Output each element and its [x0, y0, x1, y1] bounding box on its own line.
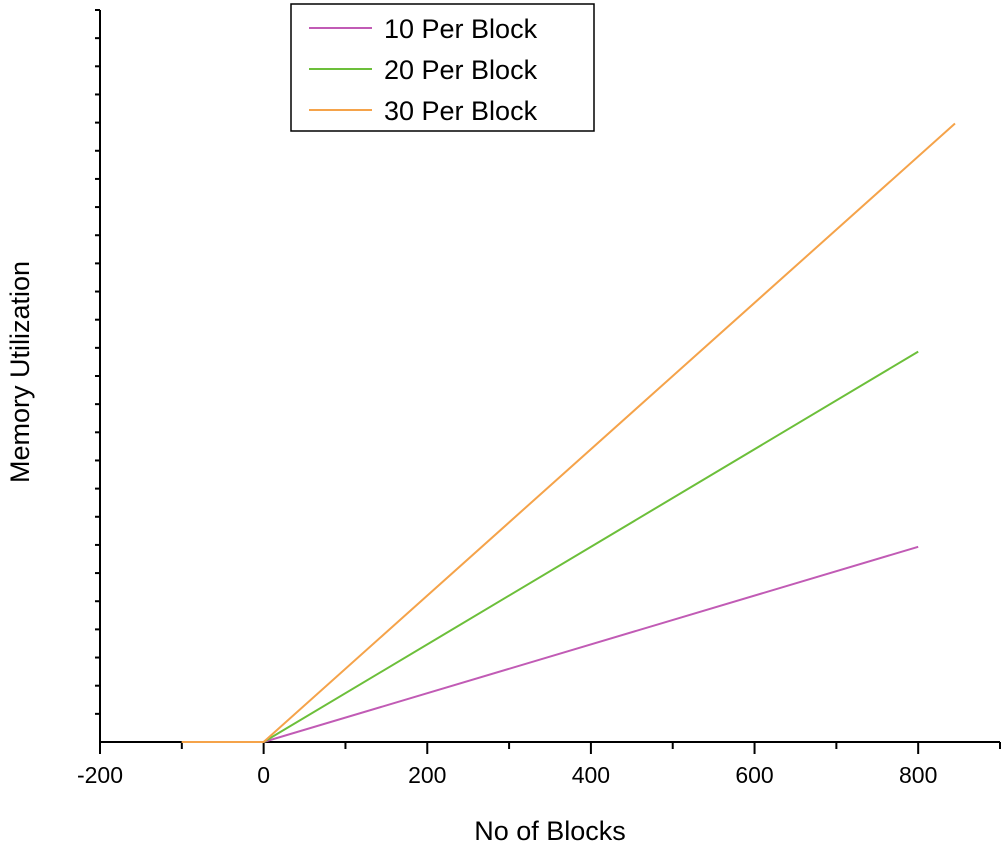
y-axis-title: Memory Utilization	[5, 261, 35, 483]
series-line-2	[181, 350, 919, 743]
legend-label: 20 Per Block	[384, 55, 538, 85]
series-lines	[181, 122, 956, 743]
legend-label: 30 Per Block	[384, 96, 538, 126]
series-line-1	[181, 545, 919, 743]
x-tick-label: 0	[257, 762, 270, 788]
x-axis-title: No of Blocks	[474, 816, 626, 846]
x-tick-label: 600	[735, 762, 773, 788]
x-tick-label: 400	[572, 762, 610, 788]
x-tick-label: -200	[77, 762, 123, 788]
x-tick-label: 800	[899, 762, 937, 788]
legend: 10 Per Block 20 Per Block 30 Per Block	[290, 3, 595, 132]
legend-label: 10 Per Block	[384, 14, 538, 44]
x-tick-label: 200	[408, 762, 446, 788]
series-line-3	[181, 122, 956, 743]
